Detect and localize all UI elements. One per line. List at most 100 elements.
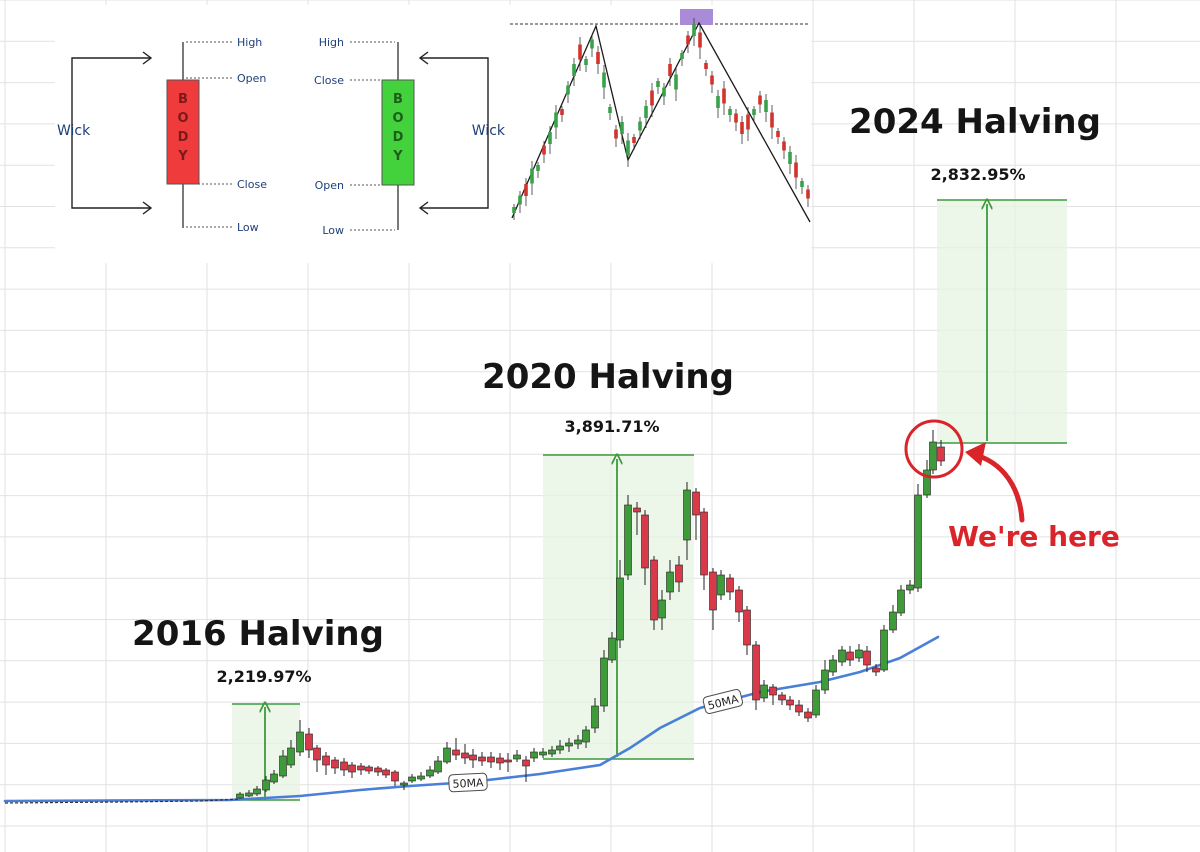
candle-bear	[391, 771, 399, 782]
anatomy-label-bull: Low	[322, 224, 344, 237]
halving-gain: 2,219.97%	[217, 667, 312, 686]
candle-bull	[608, 637, 616, 661]
candle-bear	[675, 564, 683, 583]
pattern-candle	[686, 35, 690, 45]
candle-bull	[600, 657, 608, 707]
candle-bear	[872, 667, 880, 673]
candle-bull	[717, 574, 725, 596]
anatomy-body-letter-bear: B	[178, 92, 188, 107]
wick-label-left: Wick	[57, 123, 91, 139]
candle-bull	[658, 599, 666, 619]
pattern-candle	[680, 53, 684, 59]
candle-bull	[582, 729, 590, 743]
pattern-candle	[794, 162, 798, 178]
candle-bear	[461, 752, 469, 759]
candle-bear	[786, 699, 794, 706]
candle-bull	[889, 611, 897, 631]
candle-bull	[829, 659, 837, 673]
pattern-candle	[512, 207, 516, 213]
candle-bull	[270, 773, 278, 783]
pattern-candle	[524, 184, 528, 196]
pattern-candle	[752, 109, 756, 115]
candle-bear	[322, 755, 330, 766]
pattern-candle	[734, 113, 738, 123]
pattern-candle	[740, 122, 744, 134]
anatomy-body-letter-bear: Y	[177, 149, 188, 164]
candle-bull	[400, 782, 408, 786]
candle-bear	[937, 446, 945, 462]
pattern-candle	[626, 140, 630, 156]
candle-bull	[287, 747, 295, 766]
candle-bull	[530, 751, 538, 759]
pattern-candle	[704, 63, 708, 69]
candle-bear	[846, 651, 854, 661]
candle-bear	[700, 511, 708, 576]
candle-bull	[296, 731, 304, 753]
candle-bear	[522, 759, 530, 767]
pattern-candle	[770, 112, 774, 128]
candle-bear	[650, 559, 658, 621]
pattern-candle	[638, 121, 642, 131]
candle-bull	[838, 649, 846, 663]
candle-bear	[452, 749, 460, 756]
candle-bull	[443, 747, 451, 763]
anatomy-body-letter-bear: D	[178, 130, 189, 145]
anatomy-body-letter-bull: Y	[392, 149, 403, 164]
candle-bull	[556, 745, 564, 751]
anatomy-label-bull: Open	[315, 179, 344, 192]
anatomy-label-bear: Open	[237, 72, 266, 85]
candle-bear	[735, 589, 743, 613]
pattern-candle	[650, 90, 654, 106]
ma-label: 50MA	[448, 772, 488, 793]
pattern-candle	[566, 85, 570, 95]
pattern-candle	[674, 74, 678, 90]
halving-title: 2020 Halving	[482, 357, 734, 397]
candle-bull	[574, 739, 582, 745]
ma-label-text: 50MA	[452, 776, 484, 791]
pattern-candle	[806, 189, 810, 199]
candle-bull	[426, 769, 434, 777]
gain-zones	[232, 200, 1067, 801]
anatomy-body-bear	[166, 79, 200, 185]
pattern-candle	[698, 32, 702, 48]
candle-bull	[434, 760, 442, 773]
candle-bear	[795, 704, 803, 713]
candle-bull	[253, 788, 261, 795]
pattern-candle	[782, 141, 786, 151]
candle-bull	[591, 705, 599, 729]
pattern-candle	[776, 131, 780, 137]
candle-bear	[382, 769, 390, 776]
candle-bear	[752, 644, 760, 701]
wick-label-right: Wick	[472, 123, 506, 139]
candle-bull	[897, 589, 905, 614]
candle-bull	[923, 469, 931, 496]
pattern-candle	[644, 106, 648, 118]
candle-bull	[760, 684, 768, 699]
pattern-candle	[554, 112, 558, 128]
pattern-candle	[530, 168, 534, 184]
candle-bear	[804, 711, 812, 719]
candle-bull	[417, 775, 425, 780]
peak-marker	[680, 9, 713, 25]
pattern-candle	[758, 95, 762, 105]
candle-bull	[683, 489, 691, 541]
pattern-candle	[560, 109, 564, 115]
candle-bear	[357, 765, 365, 771]
candle-bull	[666, 571, 674, 593]
pattern-candle	[608, 107, 612, 113]
candle-bull	[548, 749, 556, 755]
candle-bear	[641, 514, 649, 569]
moving-average: 50MA 50MA	[3, 635, 940, 803]
chart-annotations: 2016 Halving 2,219.97% 2020 Halving 3,891.7…	[132, 102, 1120, 686]
current-marker-label: We're here	[948, 520, 1120, 553]
gain-zone	[937, 200, 1067, 443]
pattern-candle	[764, 100, 768, 112]
candle-bear	[365, 766, 373, 772]
anatomy-label-bear: High	[237, 36, 262, 49]
pattern-candle	[716, 96, 720, 108]
anatomy-body-letter-bear: O	[177, 111, 188, 126]
pattern-candle	[548, 132, 552, 144]
candle-bear	[331, 759, 339, 769]
current-price-circle	[904, 419, 964, 479]
candle-bull	[812, 689, 820, 716]
